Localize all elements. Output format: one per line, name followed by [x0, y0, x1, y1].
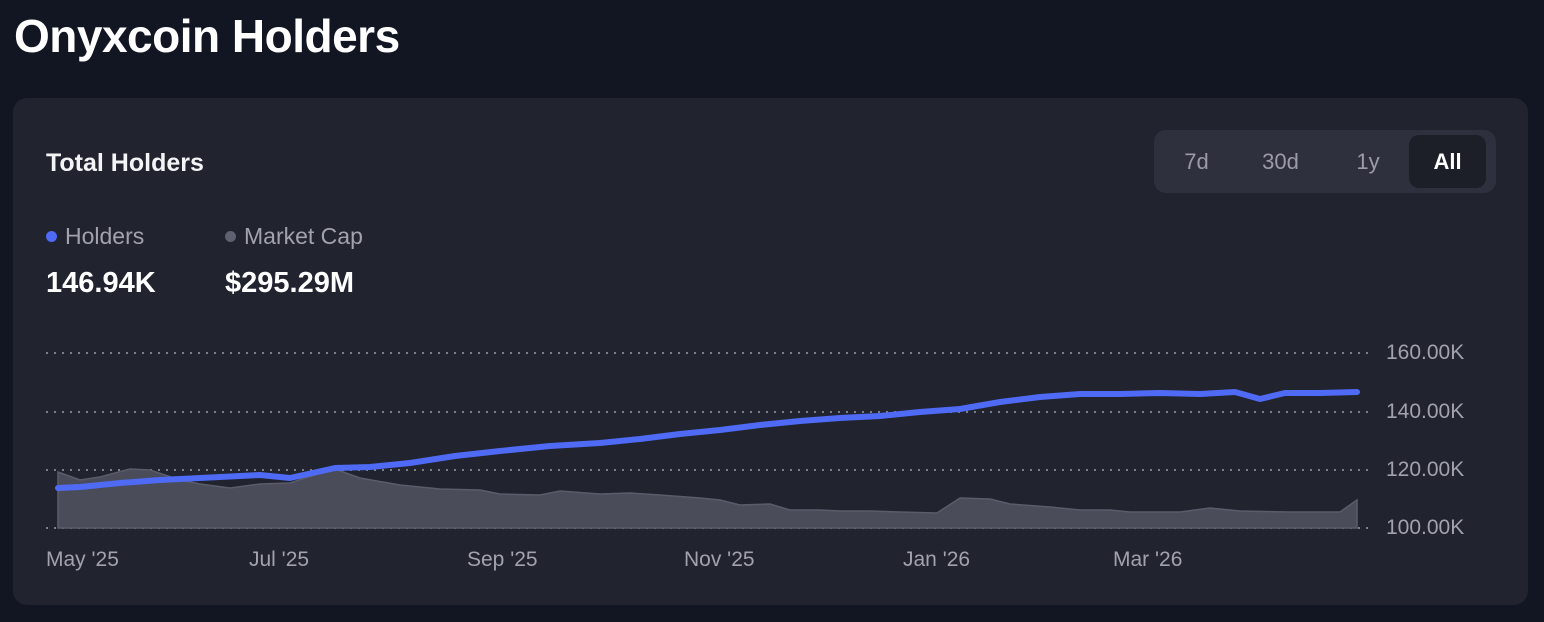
range-all-button[interactable]: All	[1409, 135, 1486, 188]
x-tick-jan-26: Jan '26	[903, 548, 971, 571]
y-tick-100k: 100.00K	[1386, 516, 1465, 539]
y-tick-140k: 140.00K	[1386, 400, 1465, 423]
market-cap-dot-icon	[225, 230, 236, 242]
range-7d-button[interactable]: 7d	[1184, 148, 1209, 174]
holders-chart-plot[interactable]	[13, 98, 1528, 605]
x-tick-nov-25: Nov '25	[684, 548, 755, 571]
holders-value: 146.94K	[46, 267, 156, 299]
market-cap-area	[57, 468, 1358, 529]
time-range-selector: 7d 30d 1y All	[1154, 130, 1496, 193]
x-tick-jul-25: Jul '25	[249, 548, 310, 571]
legend-holders-label-row: Holders	[46, 222, 156, 250]
holders-chart-card: Total Holders 7d 30d 1y All Holders 146.…	[13, 98, 1528, 605]
range-30d-button[interactable]: 30d	[1262, 148, 1299, 174]
x-tick-mar-26: Mar '26	[1113, 548, 1183, 571]
y-tick-160k: 160.00K	[1386, 341, 1465, 364]
legend-holders-label: Holders	[65, 223, 145, 249]
holders-dot-icon	[46, 230, 57, 242]
page-title: Onyxcoin Holders	[14, 10, 400, 62]
range-1y-button[interactable]: 1y	[1356, 148, 1380, 174]
card-title: Total Holders	[46, 149, 204, 177]
legend-market-cap-label-row: Market Cap	[225, 222, 363, 250]
legend-market-cap: Market Cap $295.29M	[225, 222, 363, 300]
market-cap-value: $295.29M	[225, 267, 354, 299]
y-tick-120k: 120.00K	[1386, 458, 1465, 481]
legend-holders: Holders 146.94K	[46, 222, 156, 300]
x-tick-sep-25: Sep '25	[467, 548, 538, 571]
holders-line	[55, 389, 1360, 491]
x-tick-may-25: May '25	[46, 548, 119, 571]
legend-market-cap-label: Market Cap	[244, 223, 363, 249]
